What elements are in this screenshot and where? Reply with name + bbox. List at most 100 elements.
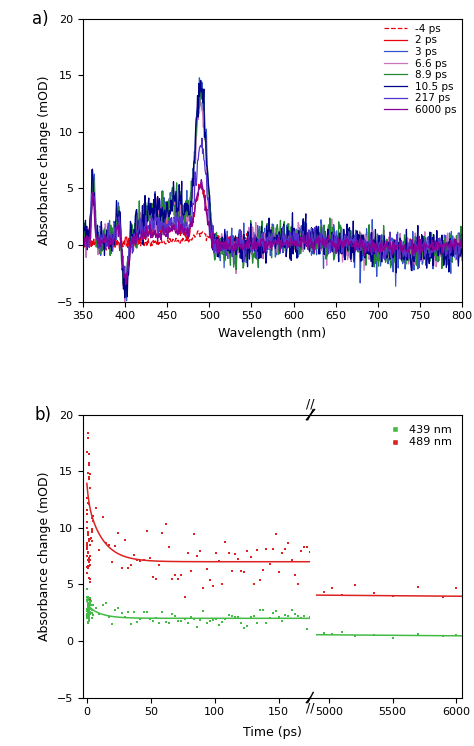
6000 ps [335,240,340,249]
Point [83,561,91,573]
10.5 ps [367,240,373,249]
Text: b): b) [34,406,51,424]
10.5 ps [198,76,203,85]
Point [222,536,229,548]
Point [137,613,144,625]
Point [275,611,283,623]
Point [320,627,328,639]
Point [83,591,91,603]
Point [85,448,93,460]
6.6 ps [305,240,310,249]
Point [85,459,93,471]
Point [231,611,239,623]
Point [200,583,207,595]
Point [83,537,91,549]
Point [84,547,92,559]
Point [83,595,91,606]
217 ps [253,254,259,263]
Point [389,632,396,644]
Point [86,599,93,611]
Point [127,559,135,571]
Point [83,492,91,504]
Point [225,547,232,559]
Point [121,534,128,546]
Point [303,624,311,636]
3 ps [459,247,465,256]
6000 ps [178,220,184,229]
10.5 ps [335,241,340,250]
Point [140,606,147,618]
Point [282,543,289,555]
Point [85,601,93,612]
8.9 ps [305,230,310,239]
Point [307,611,314,623]
Point [149,615,157,627]
Point [193,621,201,633]
Point [83,594,91,606]
Point [190,613,198,625]
Point [187,612,195,624]
6.6 ps [197,95,203,104]
Point [178,615,185,627]
Point [83,541,91,553]
Text: Time (ps): Time (ps) [243,726,302,739]
Point [86,606,93,618]
Point [102,598,109,609]
Point [118,607,125,619]
Point [253,545,261,557]
Point [155,617,163,629]
Point [370,630,377,642]
Point [115,527,122,539]
Point [85,498,92,510]
Point [90,515,97,527]
Point [84,616,92,628]
217 ps [335,240,340,249]
Point [303,541,311,553]
6.6 ps [459,239,465,248]
Point [209,580,217,592]
3 ps [335,242,340,251]
Point [90,609,97,621]
Point [178,569,185,581]
Point [83,595,91,606]
Point [263,617,270,629]
Point [84,603,91,615]
Point [84,606,92,618]
Point [83,522,91,534]
Line: 8.9 ps: 8.9 ps [83,84,462,298]
Point [85,602,92,614]
Legend: -4 ps, 2 ps, 3 ps, 6.6 ps, 8.9 ps, 10.5 ps, 217 ps, 6000 ps: -4 ps, 2 ps, 3 ps, 6.6 ps, 8.9 ps, 10.5 … [384,24,457,115]
Point [84,554,92,566]
2 ps [304,237,310,246]
217 ps [178,218,184,227]
Point [85,606,92,618]
Point [351,580,358,592]
3 ps [178,197,184,206]
Point [294,578,301,590]
Point [111,604,119,616]
Text: //: // [306,398,315,411]
Point [85,602,92,614]
Point [86,592,94,604]
Point [247,551,255,563]
Point [92,601,100,613]
Point [86,598,93,610]
Point [105,611,113,623]
Point [84,601,92,612]
Point [89,526,96,538]
Line: 6000 ps: 6000 ps [83,180,462,283]
-4 ps [195,227,201,236]
217 ps [305,232,310,241]
Point [84,602,91,614]
Point [165,542,173,554]
217 ps [148,222,154,231]
Point [102,537,109,549]
Point [83,608,91,620]
2 ps [196,180,201,189]
Line: -4 ps: -4 ps [83,231,462,250]
Point [85,605,93,617]
-4 ps [426,245,431,254]
Point [85,603,93,615]
6.6 ps [253,218,259,227]
Point [219,616,226,628]
